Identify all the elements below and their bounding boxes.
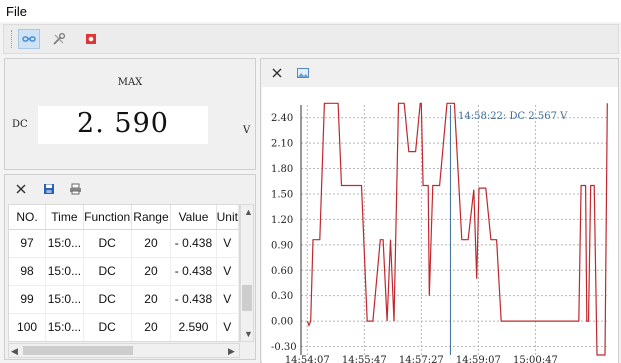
meter-readout: 2. 590	[38, 106, 208, 144]
y-tick-label: 1.50	[271, 189, 293, 200]
x-tick-label: 14:55:47	[342, 355, 387, 363]
y-tick-label: -0.30	[271, 342, 297, 353]
y-tick-label: 0.30	[271, 291, 293, 302]
main-toolbar	[3, 24, 619, 54]
scroll-up-icon[interactable]: ▲	[244, 207, 253, 217]
table-row[interactable]: 99 15:0... DC 20 - 0.438 V	[9, 285, 239, 314]
record-stop-button[interactable]	[80, 29, 102, 49]
menu-file[interactable]: File	[6, 4, 27, 19]
table-close-button[interactable]	[13, 181, 29, 197]
cell-unit: V	[216, 257, 239, 286]
y-tick-label: 0.60	[271, 266, 293, 277]
trend-chart-svg: 2.40 2.10 1.80 1.50 1.20 0.90 0.60 0.30 0.00 -0.3…	[271, 102, 609, 363]
series-line	[306, 102, 608, 356]
cell-value: - 0.438	[170, 229, 217, 258]
table-row[interactable]: 98 15:0... DC 20 - 0.438 V	[9, 257, 239, 286]
column-header-range[interactable]: Range	[131, 205, 172, 230]
column-header-value[interactable]: Value	[170, 205, 217, 230]
chart-export-button[interactable]	[295, 65, 311, 81]
cell-range: 20	[131, 313, 172, 341]
cell-time: 15:0...	[45, 229, 84, 258]
x-tick-label: 14:54:07	[285, 355, 330, 363]
x-tick-label: 15:00:47	[513, 355, 558, 363]
column-header-no[interactable]: NO.	[9, 205, 47, 230]
y-tick-label: 0.90	[271, 240, 293, 251]
toolbar-grip	[11, 30, 13, 48]
settings-tools-button[interactable]	[48, 29, 70, 49]
table-print-button[interactable]	[67, 181, 83, 197]
close-icon	[272, 68, 282, 78]
y-tick-label: 2.10	[271, 139, 293, 150]
y-tick-label: 1.20	[271, 215, 293, 226]
image-export-icon	[297, 68, 309, 78]
cell-function: DC	[83, 313, 132, 341]
cell-value: - 0.438	[170, 285, 217, 314]
cell-range: 20	[131, 229, 172, 258]
x-tick-label: 14:59:07	[456, 355, 501, 363]
table-horizontal-scrollbar[interactable]: ◀ ▶	[8, 343, 240, 358]
column-header-time[interactable]: Time	[45, 205, 84, 230]
cell-function: DC	[83, 257, 132, 286]
column-header-function[interactable]: Function	[83, 205, 132, 230]
cell-value: - 0.438	[170, 257, 217, 286]
menu-bar: File	[0, 0, 621, 22]
data-log-panel: NO. Time Function Range Value Unit 97 15…	[4, 174, 256, 360]
y-tick-label: 1.80	[271, 164, 293, 175]
meter-mode-label: MAX	[117, 77, 143, 88]
trend-chart[interactable]: 2.40 2.10 1.80 1.50 1.20 0.90 0.60 0.30 0.00 -0.3…	[262, 87, 618, 363]
scroll-down-icon[interactable]: ▼	[244, 329, 253, 339]
record-stop-icon	[86, 34, 96, 44]
cell-unit: V	[216, 313, 239, 341]
cell-range: 20	[131, 257, 172, 286]
cell-no: 97	[9, 229, 47, 258]
meter-display-panel: MAX DC 2. 590 V	[4, 58, 256, 170]
settings-tools-icon	[53, 32, 66, 45]
cell-no: 99	[9, 285, 47, 314]
chart-toolbar	[261, 59, 618, 87]
cell-no: 100	[9, 313, 47, 341]
cell-time: 15:0...	[45, 313, 84, 341]
table-save-button[interactable]	[41, 181, 57, 197]
scroll-left-icon[interactable]: ◀	[11, 346, 18, 356]
save-icon	[44, 184, 54, 194]
chart-close-button[interactable]	[269, 65, 285, 81]
table-vertical-scrollbar[interactable]: ▲ ▼	[240, 204, 254, 342]
cell-no: 98	[9, 257, 47, 286]
table-row[interactable]: 97 15:0... DC 20 - 0.438 V	[9, 229, 239, 258]
column-header-unit[interactable]: Unit	[216, 205, 239, 230]
cell-unit: V	[216, 229, 239, 258]
trend-chart-panel: 2.40 2.10 1.80 1.50 1.20 0.90 0.60 0.30 0.00 -0.3…	[260, 58, 619, 363]
x-tick-label: 14:57:27	[399, 355, 444, 363]
print-icon	[69, 183, 81, 195]
close-icon	[16, 184, 26, 194]
meter-value: 2. 590	[77, 108, 169, 139]
cell-unit: V	[216, 285, 239, 314]
cell-function: DC	[83, 285, 132, 314]
cell-function: DC	[83, 229, 132, 258]
data-log-table: NO. Time Function Range Value Unit 97 15…	[8, 204, 240, 342]
vertical-scroll-thumb[interactable]	[242, 285, 252, 311]
scroll-right-icon[interactable]: ▶	[228, 346, 235, 356]
table-row[interactable]: 100 15:0... DC 20 2.590 V	[9, 313, 239, 341]
meter-function-label: DC	[12, 119, 28, 130]
cell-time: 15:0...	[45, 285, 84, 314]
y-tick-label: 0.00	[271, 317, 293, 328]
table-toolbar	[5, 175, 255, 203]
cursor-readout: 14:58:22: DC 2.567 V	[458, 111, 568, 122]
connect-button[interactable]	[18, 29, 40, 49]
connect-icon	[22, 36, 36, 42]
cell-time: 15:0...	[45, 257, 84, 286]
horizontal-scroll-thumb[interactable]	[23, 346, 133, 355]
y-tick-label: 2.40	[271, 113, 293, 124]
cell-value: 2.590	[170, 313, 217, 341]
table-header-row: NO. Time Function Range Value Unit	[9, 205, 239, 230]
cell-range: 20	[131, 285, 172, 314]
meter-unit-label: V	[243, 125, 251, 136]
